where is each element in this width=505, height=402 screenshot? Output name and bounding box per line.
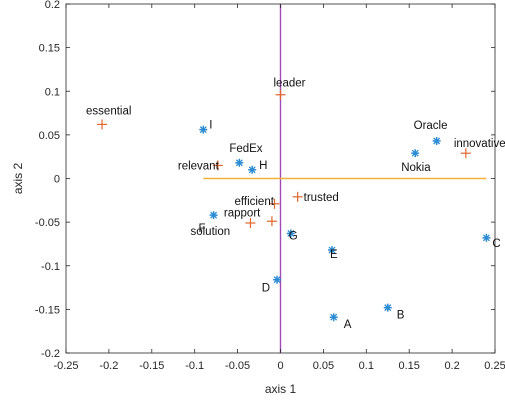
label-efficient: efficient bbox=[234, 196, 274, 208]
point-solution bbox=[245, 217, 256, 228]
point-innovative bbox=[460, 148, 471, 159]
label-essential: essential bbox=[86, 105, 131, 117]
point-g bbox=[286, 229, 295, 238]
point-d bbox=[273, 275, 282, 284]
label-relevant: relevant bbox=[178, 160, 220, 172]
point-i bbox=[199, 125, 208, 134]
x-tick-label: 0.25 bbox=[484, 360, 505, 372]
y-tick-label: -0.15 bbox=[35, 304, 60, 316]
point-h bbox=[248, 165, 257, 174]
label-b: B bbox=[397, 310, 405, 322]
label-leader: leader bbox=[274, 78, 306, 90]
label-rapport: rapport bbox=[224, 207, 261, 219]
label-g: G bbox=[289, 230, 298, 242]
x-tick-label: -0.2 bbox=[99, 360, 118, 372]
point-essential bbox=[97, 119, 108, 130]
x-tick-label: 0.05 bbox=[313, 360, 334, 372]
point-b bbox=[383, 303, 392, 312]
point-oracle bbox=[432, 136, 441, 145]
point-fedex bbox=[235, 158, 244, 167]
point-rapport bbox=[266, 216, 277, 227]
x-tick-label: -0.05 bbox=[225, 360, 250, 372]
point-f bbox=[209, 211, 218, 220]
y-tick-label: 0 bbox=[54, 174, 60, 186]
label-a: A bbox=[344, 319, 352, 331]
point-labels: A B C D E F G H I FedEx Nokia Oracle essential leader… bbox=[86, 78, 505, 331]
axes: -0.25 -0.2 -0.15 -0.1 -0.05 0 0.05 0.1 0.15 0.2 0.… bbox=[35, 0, 505, 372]
y-tick-label: -0.2 bbox=[41, 348, 60, 360]
x-tick-label: 0 bbox=[277, 360, 283, 372]
point-trusted bbox=[292, 191, 303, 202]
label-nokia: Nokia bbox=[401, 162, 431, 174]
reference-lines bbox=[203, 4, 487, 353]
x-tick-label: -0.1 bbox=[185, 360, 204, 372]
data-points bbox=[97, 89, 491, 322]
y-tick-label: 0.05 bbox=[39, 130, 60, 142]
x-tick-label: -0.15 bbox=[139, 360, 164, 372]
point-e bbox=[327, 246, 336, 255]
y-tick-label: -0.1 bbox=[41, 261, 60, 273]
y-tick-label: 0.15 bbox=[39, 43, 60, 55]
x-axis-title: axis 1 bbox=[265, 382, 297, 396]
label-solution: solution bbox=[190, 226, 230, 238]
point-efficient bbox=[269, 198, 280, 209]
y-tick-label: 0.2 bbox=[45, 0, 60, 11]
x-tick-label: 0.15 bbox=[398, 360, 419, 372]
x-tick-label: 0.1 bbox=[359, 360, 374, 372]
point-c bbox=[482, 233, 491, 242]
label-c: C bbox=[492, 238, 500, 250]
label-i: I bbox=[209, 120, 212, 132]
label-f: F bbox=[199, 223, 206, 235]
label-e: E bbox=[330, 249, 338, 261]
x-tick-label: -0.25 bbox=[53, 360, 78, 372]
label-fedex: FedEx bbox=[229, 143, 262, 155]
y-tick-label: 0.1 bbox=[45, 86, 60, 98]
point-relevant bbox=[212, 160, 223, 171]
x-tick-label: 0.2 bbox=[444, 360, 459, 372]
y-axis-title: axis 2 bbox=[11, 163, 25, 195]
y-tick-label: -0.05 bbox=[35, 217, 60, 229]
label-h: H bbox=[259, 160, 267, 172]
label-d: D bbox=[262, 283, 270, 295]
point-a bbox=[329, 313, 338, 322]
label-trusted: trusted bbox=[304, 192, 339, 204]
point-leader bbox=[275, 89, 286, 100]
point-nokia bbox=[411, 149, 420, 158]
label-oracle: Oracle bbox=[414, 120, 448, 132]
label-innovative: innovative bbox=[454, 138, 505, 150]
